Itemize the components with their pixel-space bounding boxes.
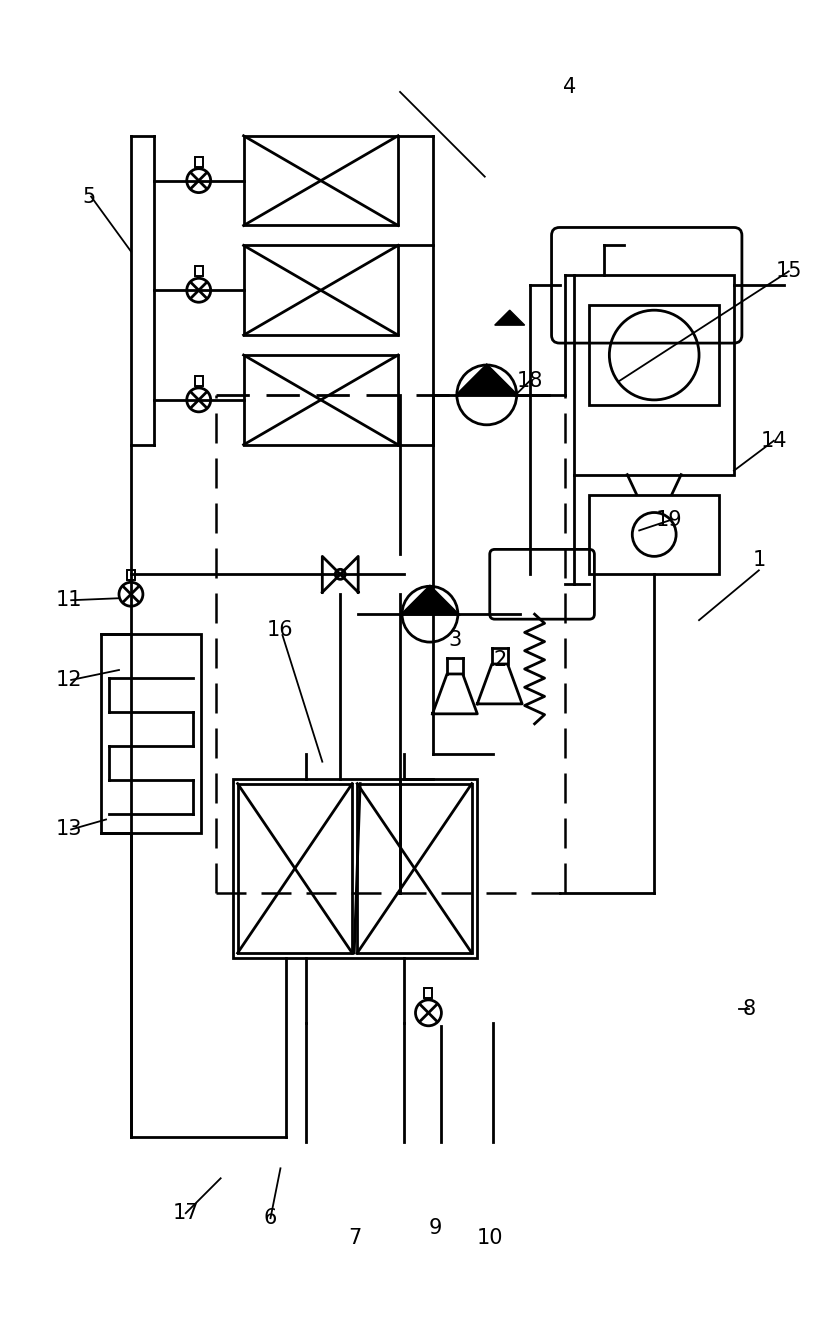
Bar [243, 136, 398, 225]
Polygon shape [494, 311, 524, 325]
Bar [357, 783, 472, 952]
Text: 1: 1 [752, 551, 765, 571]
Bar [589, 495, 719, 575]
Text: 8: 8 [742, 999, 755, 1019]
Bar [243, 245, 398, 335]
Text: 7: 7 [348, 1229, 361, 1249]
Text: 9: 9 [428, 1218, 441, 1238]
Circle shape [187, 388, 211, 412]
Text: 13: 13 [56, 819, 82, 839]
Text: 6: 6 [263, 1209, 278, 1229]
Circle shape [187, 279, 211, 303]
Circle shape [457, 366, 517, 424]
Text: 3: 3 [448, 630, 461, 650]
Text: 4: 4 [563, 77, 576, 97]
Text: 2: 2 [493, 650, 506, 670]
Polygon shape [457, 366, 517, 395]
Text: 14: 14 [760, 431, 787, 451]
Bar [194, 156, 203, 167]
Bar [574, 275, 734, 475]
Text: 5: 5 [82, 187, 96, 207]
Bar [127, 571, 135, 580]
Circle shape [402, 586, 458, 642]
Text: 17: 17 [173, 1203, 199, 1223]
Polygon shape [402, 586, 458, 614]
Bar [425, 988, 432, 998]
Bar [101, 634, 201, 834]
Bar [194, 267, 203, 276]
Circle shape [416, 1000, 441, 1026]
Circle shape [187, 168, 211, 192]
Text: 11: 11 [56, 590, 82, 610]
Text: 15: 15 [775, 261, 802, 281]
Text: 16: 16 [267, 620, 294, 640]
Bar [194, 376, 203, 386]
Text: 19: 19 [656, 511, 682, 531]
Bar [589, 305, 719, 406]
Text: 12: 12 [56, 670, 82, 690]
Bar [238, 783, 352, 952]
Bar [233, 779, 477, 958]
Circle shape [335, 570, 345, 579]
Circle shape [119, 582, 143, 606]
Text: 18: 18 [516, 371, 543, 391]
Text: 10: 10 [476, 1229, 503, 1249]
Bar [243, 355, 398, 444]
